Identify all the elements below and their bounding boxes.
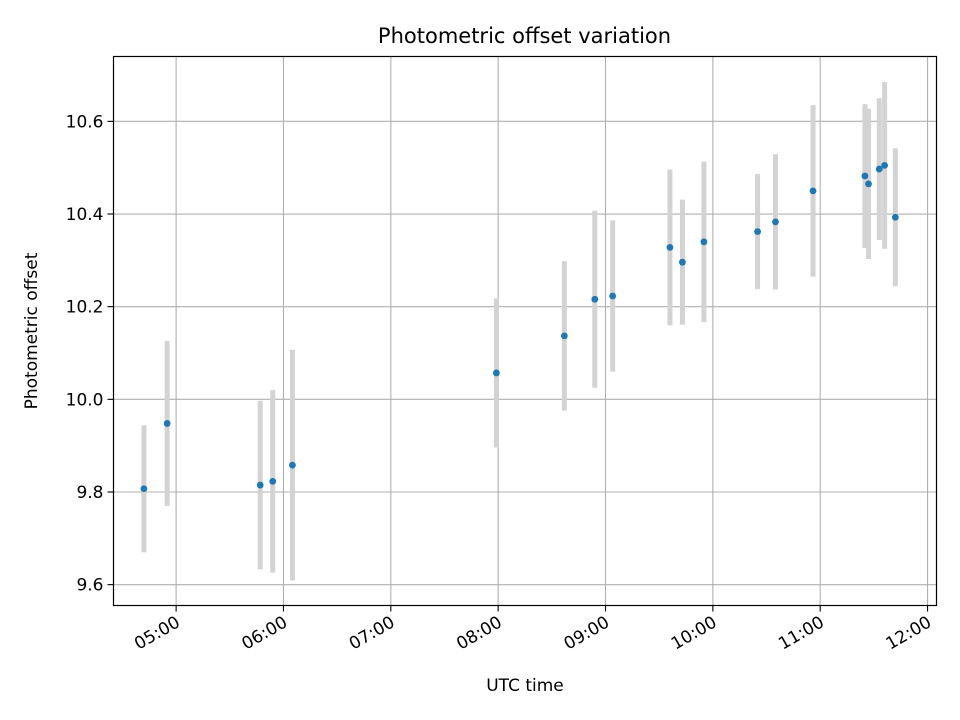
x-tick-label: 11:00	[775, 613, 827, 655]
data-point	[492, 369, 500, 377]
data-point	[666, 243, 674, 251]
data-point	[140, 485, 148, 493]
x-tick-label: 10:00	[668, 613, 720, 655]
x-tick-label: 12:00	[883, 613, 935, 655]
data-points	[140, 161, 899, 493]
x-tick-label: 05:00	[131, 613, 183, 655]
gridlines	[113, 56, 937, 606]
data-point	[875, 165, 883, 173]
data-point	[560, 332, 568, 340]
y-axis-ticks: 9.6 9.8 10.0 10.2 10.4 10.6	[66, 112, 114, 596]
x-axis-ticks: 05:00 06:00 07:00 08:00 09:00 10:00 11:00 12:00	[131, 605, 935, 655]
plot-frame	[112, 55, 938, 607]
x-tick-label: 07:00	[346, 613, 398, 655]
y-axis-title: Photometric offset	[22, 252, 42, 409]
data-point	[865, 180, 872, 188]
data-point	[754, 228, 761, 236]
data-point	[269, 477, 277, 485]
x-tick-label: 06:00	[239, 613, 291, 655]
data-point	[881, 161, 889, 169]
x-tick-label: 09:00	[561, 613, 613, 655]
data-point	[891, 213, 899, 221]
y-tick-label: 10.2	[66, 298, 104, 318]
chart-title: Photometric offset variation	[378, 24, 671, 48]
y-tick-label: 9.8	[76, 483, 103, 503]
data-point	[772, 218, 779, 226]
x-axis-title: UTC time	[486, 676, 564, 696]
data-point	[679, 258, 686, 266]
data-point	[591, 295, 599, 303]
data-point	[861, 172, 869, 180]
data-point	[289, 461, 296, 469]
error-bars	[141, 81, 898, 581]
data-point	[700, 238, 708, 246]
data-point	[809, 187, 817, 195]
y-tick-label: 10.6	[66, 112, 104, 132]
data-point	[163, 420, 171, 427]
data-point	[256, 481, 264, 489]
x-tick-label: 08:00	[453, 613, 505, 655]
y-tick-label: 9.6	[76, 576, 103, 596]
data-point	[609, 292, 617, 300]
y-tick-label: 10.0	[66, 390, 104, 410]
y-tick-label: 10.4	[66, 205, 104, 225]
